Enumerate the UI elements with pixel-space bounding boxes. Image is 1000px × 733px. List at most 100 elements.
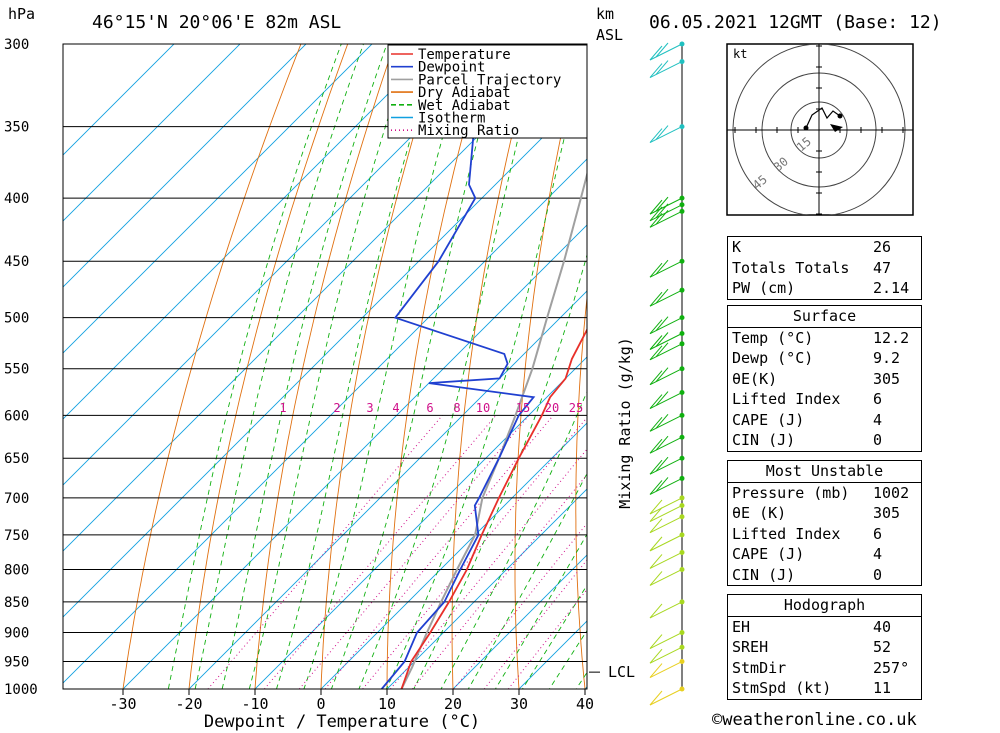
stat-value: 52: [869, 637, 922, 658]
isotherm-line: [254, 356, 587, 689]
isotherm-line: [63, 158, 587, 684]
isotherm-line: [63, 44, 373, 354]
stat-value: 6: [869, 523, 922, 544]
mixing-ratio-line: [264, 414, 497, 689]
stats-hodograph-table: Hodograph EH 40 SREH 52 StmDir 257° StmSpd (kt…: [727, 594, 922, 700]
surface-title: Surface: [727, 305, 922, 328]
x-tick-label: 20: [444, 695, 462, 713]
pressure-tick-label: 850: [4, 595, 29, 611]
isotherm-line: [63, 44, 241, 222]
x-axis-label: Dewpoint / Temperature (°C): [204, 712, 480, 732]
header-km-label: km: [596, 5, 615, 23]
stat-value: 0: [869, 430, 922, 452]
stat-row: CAPE (J) 4: [727, 544, 922, 565]
wind-barb: [649, 414, 683, 432]
stat-value: 4: [869, 409, 922, 430]
axes: 3003504004505005506006507007508008509009…: [4, 37, 635, 732]
wind-barb: [649, 316, 683, 335]
dry-adiabat-line: [635, 0, 696, 715]
wind-barb: [649, 497, 683, 515]
stat-row: StmSpd (kt) 11: [727, 678, 922, 700]
wind-barb: [649, 435, 683, 454]
wind-barb: [649, 552, 683, 569]
stat-value: 4: [869, 544, 922, 565]
stat-row: K 26: [727, 236, 922, 258]
mixing-ratio-tick-label: 3: [366, 401, 373, 415]
x-tick-label: -30: [109, 695, 136, 713]
pressure-tick-label: 1000: [4, 682, 38, 698]
mixing-ratio-tick-label: 8: [453, 401, 460, 415]
pressure-tick-label: 750: [4, 528, 29, 544]
mixing-ratio-tick-label: 25: [569, 401, 583, 415]
stat-label: θE (K): [727, 503, 869, 524]
stat-value: 305: [869, 503, 922, 524]
stat-label: StmDir: [727, 657, 869, 678]
plot-frame: [62, 43, 588, 690]
lcl-label: LCL: [608, 663, 635, 681]
header-asl-label: ASL: [596, 26, 624, 44]
stat-label: EH: [727, 615, 869, 637]
wind-barb: [649, 391, 683, 409]
wet-adiabat-line: [167, 44, 342, 689]
wind-barb: [649, 42, 683, 61]
pressure-tick-label: 600: [4, 408, 29, 424]
wet-adiabat-line: [303, 44, 471, 689]
stat-label: PW (cm): [727, 278, 869, 300]
series-dewpoint: [381, 44, 574, 689]
pressure-tick-label: 800: [4, 562, 29, 578]
stat-label: Lifted Index: [727, 523, 869, 544]
mixing-ratio-line: [362, 416, 587, 689]
isotherm-line: [122, 224, 587, 689]
pressure-grid: [63, 43, 587, 690]
stat-value: 26: [869, 236, 922, 258]
legend-label: Mixing Ratio: [418, 123, 519, 139]
wind-barb: [649, 342, 683, 361]
header-pressure-unit: hPa: [8, 5, 36, 23]
hodograph-trace: [805, 107, 841, 129]
stat-label: Temp (°C): [727, 326, 869, 348]
stat-row: EH 40: [727, 615, 922, 637]
stat-value: 6: [869, 389, 922, 410]
stat-row: Pressure (mb) 1002: [727, 481, 922, 503]
stat-row: θE(K) 305: [727, 368, 922, 389]
legend-label: Parcel Trajectory: [418, 72, 561, 88]
stat-label: Pressure (mb): [727, 481, 869, 503]
mixing-ratio-line: [412, 473, 587, 689]
stat-value: 47: [869, 257, 922, 278]
stats-most-unstable-table: Most Unstable Pressure (mb) 1002 θE (K) 305…: [727, 460, 922, 586]
mixing-ratio-tick-label: 2: [333, 401, 340, 415]
stat-row: CAPE (J) 4: [727, 409, 922, 430]
wind-barb: [649, 259, 683, 278]
x-tick-label: -20: [175, 695, 202, 713]
stat-label: Dewp (°C): [727, 348, 869, 369]
stat-label: CIN (J): [727, 430, 869, 452]
isotherm-line: [63, 92, 587, 618]
wet-adiabat-line: [194, 44, 364, 689]
legend-label: Wet Adiabat: [418, 98, 511, 114]
stat-row: Totals Totals 47: [727, 257, 922, 278]
pressure-tick-label: 300: [4, 37, 29, 53]
wind-barb: [649, 534, 683, 552]
mixing-ratio-line: [390, 448, 587, 689]
mixing-ratio-tick-label: 1: [279, 401, 286, 415]
stat-row: θE (K) 305: [727, 503, 922, 524]
wet-adiabat-line: [330, 44, 505, 689]
wind-barb: [649, 601, 683, 619]
hodograph-title: Hodograph: [727, 594, 922, 617]
dry-adiabat-line: [954, 0, 1000, 715]
legend-label: Dewpoint: [418, 60, 485, 76]
wind-barb: [649, 477, 683, 495]
dry-adiabat-line: [122, 44, 302, 689]
mixing-ratio-tick-label: 20: [545, 401, 559, 415]
stat-label: Lifted Index: [727, 389, 869, 410]
stat-row: Lifted Index 6: [727, 523, 922, 544]
most-unstable-title: Most Unstable: [727, 460, 922, 483]
mixing-ratio-tick-label: 6: [426, 401, 433, 415]
stat-label: Totals Totals: [727, 257, 869, 278]
wind-barb: [649, 569, 683, 586]
stats-basic-table: K 26 Totals Totals 47 PW (cm) 2.14: [727, 236, 922, 300]
wind-barb: [649, 60, 683, 79]
